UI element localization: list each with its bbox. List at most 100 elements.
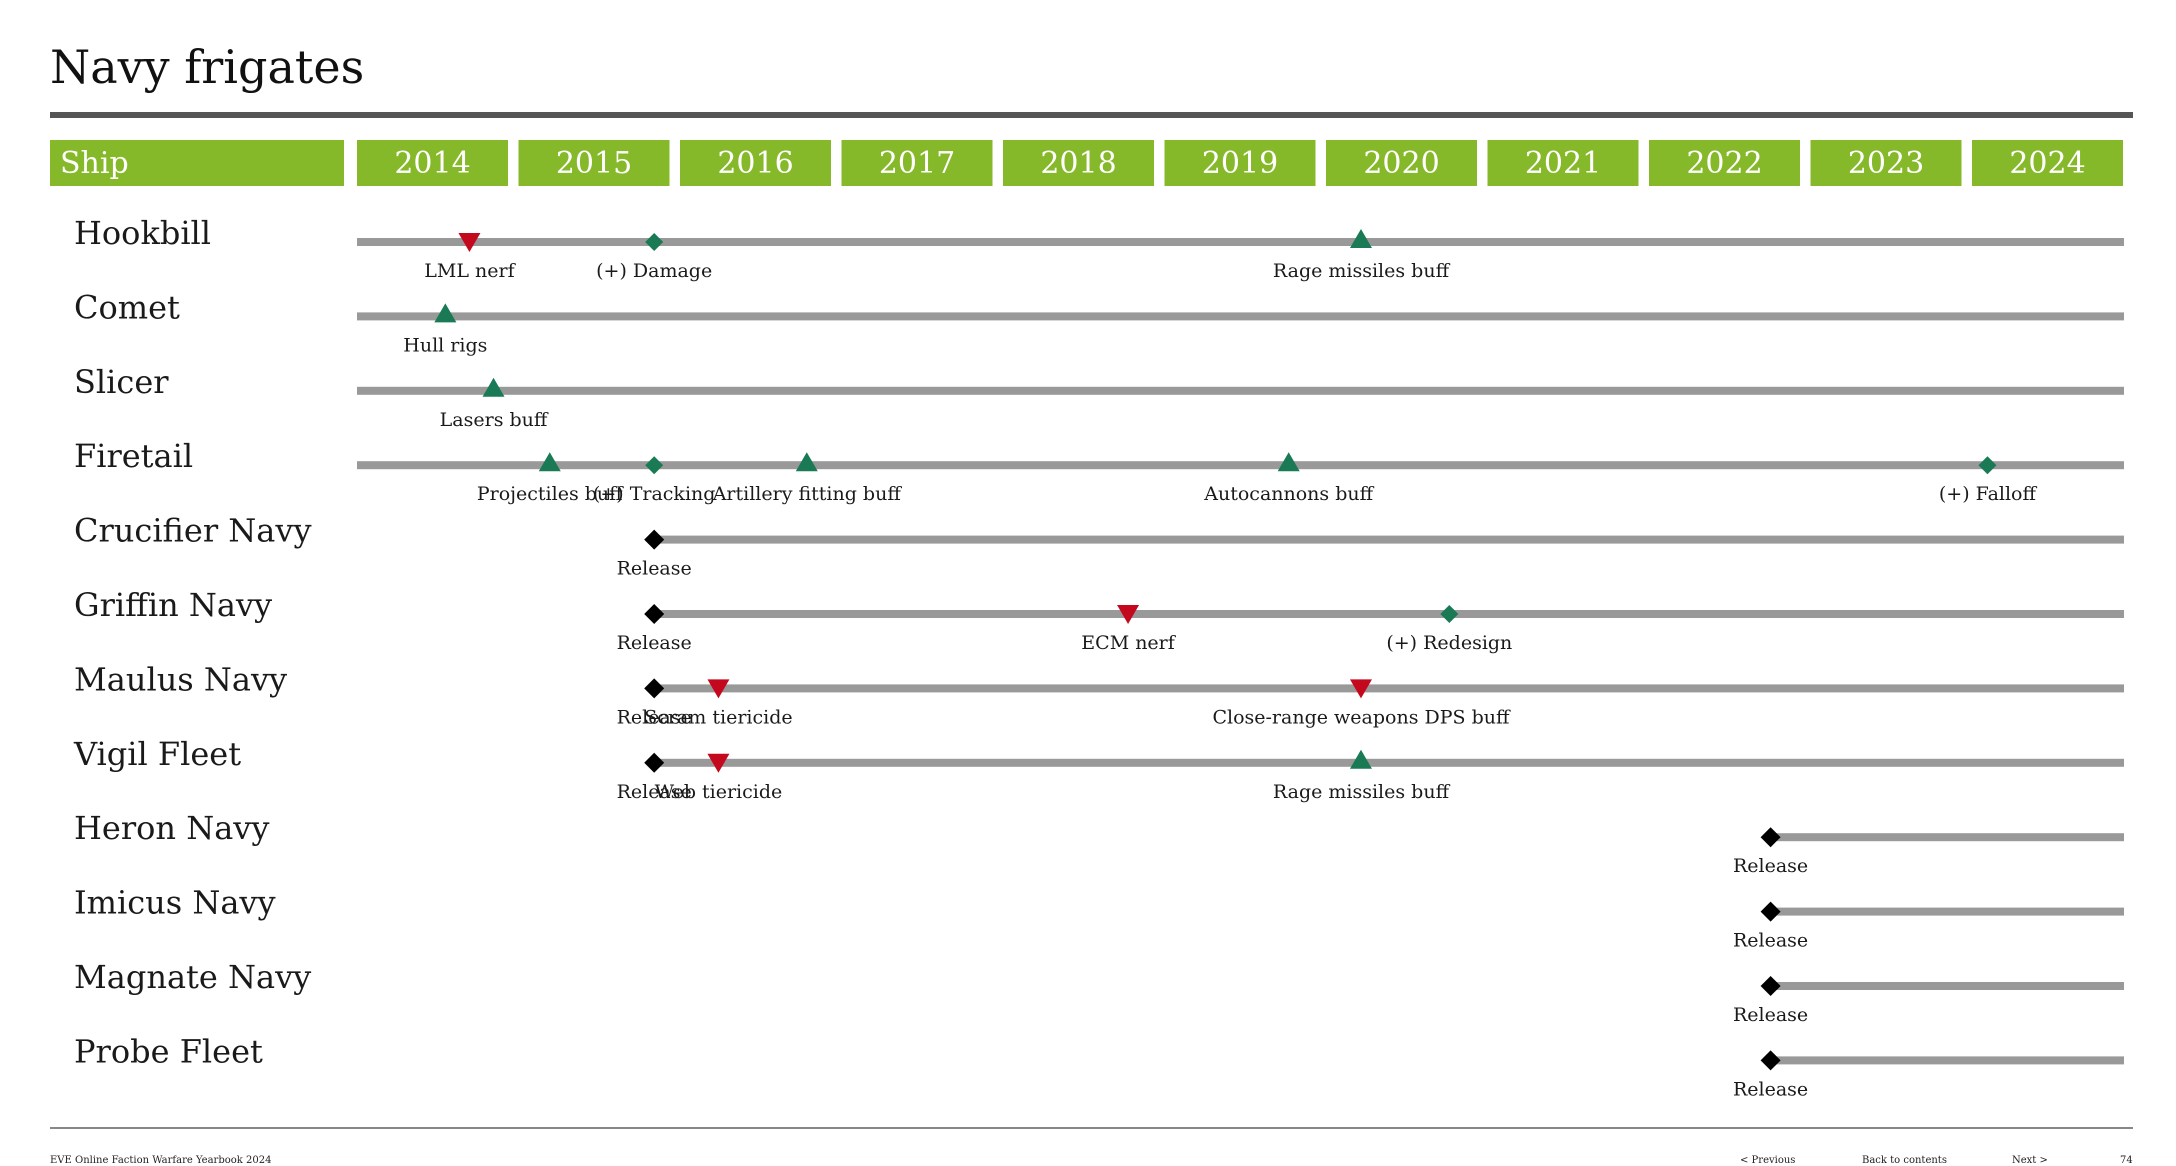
ship-timeline-bar (357, 238, 2124, 246)
footer-publication-title: EVE Online Faction Warfare Yearbook 2024 (50, 1155, 272, 1166)
year-header-label: 2024 (2009, 146, 2085, 181)
event-label: Release (1733, 930, 1808, 952)
event-label: Web tiericide (655, 781, 783, 803)
ship-name-label: Hookbill (74, 214, 211, 252)
ship-name-label: Vigil Fleet (73, 735, 241, 773)
release-marker (644, 529, 665, 550)
ship-name-label: Comet (74, 288, 180, 326)
event-label: Release (617, 558, 692, 580)
buff-marker (434, 303, 457, 323)
nerf-marker (707, 753, 730, 773)
ship-timeline-bar (357, 312, 2124, 321)
next-page-link[interactable]: Next > (2012, 1155, 2048, 1166)
event-label: Release (617, 632, 692, 654)
ship-timeline-bar (654, 758, 2124, 767)
buff-marker (538, 452, 561, 472)
year-header-cell (841, 140, 993, 186)
event-label: LML nerf (424, 260, 516, 282)
page-number: 74 (2120, 1155, 2133, 1166)
year-header-label: 2021 (1525, 146, 1601, 181)
event-label: Rage missiles buff (1273, 781, 1451, 803)
ship-name-label: Crucifier Navy (74, 512, 312, 550)
back-to-contents-link[interactable]: Back to contents (1862, 1155, 1947, 1166)
header-ship-cell (50, 140, 344, 186)
event-label: Projectiles buff (477, 483, 624, 505)
nerf-marker (707, 679, 730, 699)
ship-timeline-bar (654, 610, 2124, 618)
ship-timeline-bar (654, 535, 2124, 544)
previous-page-link[interactable]: < Previous (1740, 1155, 1796, 1166)
event-label: Scram tiericide (644, 706, 792, 728)
release-marker (1760, 901, 1781, 922)
nerf-marker (1349, 679, 1372, 699)
event-label: Release (617, 781, 692, 803)
event-label: (+) Falloff (1939, 483, 2038, 505)
ship-timeline-chart: Ship 2014 2015 2016 2017 2018 2019 2020 2021 2022… (50, 140, 2124, 1100)
buff-marker (1349, 229, 1372, 248)
release-marker (1760, 827, 1781, 848)
year-header-label: 2015 (556, 146, 632, 181)
year-header-cell (680, 140, 831, 186)
ship-name-label: Slicer (74, 363, 169, 401)
year-header-label: 2016 (717, 146, 793, 181)
year-header-cell (1326, 140, 1477, 186)
ship-timeline-bar (1770, 1056, 2124, 1065)
event-label: (+) Damage (596, 260, 712, 282)
ship-name-label: Firetail (74, 437, 193, 475)
year-header-cell (1972, 140, 2123, 186)
event-label: Artillery fitting buff (712, 483, 903, 505)
year-header-label: 2019 (1202, 146, 1278, 181)
ship-name-label: Heron Navy (74, 809, 269, 847)
page-title: Navy frigates (50, 40, 365, 94)
event-label: (+) Tracking (593, 483, 716, 505)
year-header-cell (1487, 140, 1639, 186)
year-header-cell (357, 140, 508, 186)
event-label: Autocannons buff (1203, 483, 1374, 505)
buff-marker (795, 452, 818, 472)
event-label: Release (1733, 1078, 1808, 1100)
ship-timeline-bar (357, 461, 2124, 470)
change-marker (645, 456, 664, 475)
footer-divider (50, 1127, 2133, 1129)
year-header-label: 2022 (1686, 146, 1762, 181)
ship-name-label: Imicus Navy (74, 884, 276, 922)
event-label: Rage missiles buff (1273, 260, 1451, 282)
event-label: Release (1733, 855, 1808, 877)
release-marker (644, 604, 665, 624)
event-label: (+) Redesign (1386, 632, 1512, 654)
ship-timeline-bar (654, 684, 2124, 693)
ship-timeline-bar (1770, 907, 2124, 916)
year-header-label: 2017 (879, 146, 955, 181)
buff-marker (1277, 452, 1300, 472)
change-marker (1440, 605, 1459, 623)
release-marker (644, 678, 665, 699)
release-marker (644, 752, 665, 773)
event-label: Close-range weapons DPS buff (1212, 706, 1510, 728)
event-label: ECM nerf (1081, 632, 1176, 654)
buff-marker (482, 377, 505, 397)
nerf-marker (1117, 605, 1140, 624)
year-header-cell (518, 140, 670, 186)
buff-marker (1349, 749, 1372, 769)
nerf-marker (458, 233, 481, 252)
event-label: Lasers buff (440, 409, 549, 431)
ship-timeline-bar (1770, 982, 2124, 990)
event-label: Release (1733, 1004, 1808, 1026)
ship-name-label: Magnate Navy (74, 958, 311, 996)
event-label: Release (617, 706, 692, 728)
ship-timeline-bar (357, 386, 2124, 395)
year-header-cell (1810, 140, 1962, 186)
header-ship-label: Ship (60, 146, 129, 181)
year-header-label: 2023 (1848, 146, 1924, 181)
year-header-label: 2018 (1040, 146, 1116, 181)
release-marker (1760, 1050, 1781, 1071)
ship-name-label: Maulus Navy (74, 660, 287, 698)
ship-name-label: Griffin Navy (74, 586, 272, 624)
release-marker (1760, 976, 1781, 996)
event-label: Hull rigs (403, 334, 487, 356)
year-header-cell (1649, 140, 1800, 186)
title-divider (50, 112, 2133, 118)
year-header-label: 2020 (1363, 146, 1439, 181)
year-header-cell (1164, 140, 1316, 186)
change-marker (1978, 456, 1997, 475)
